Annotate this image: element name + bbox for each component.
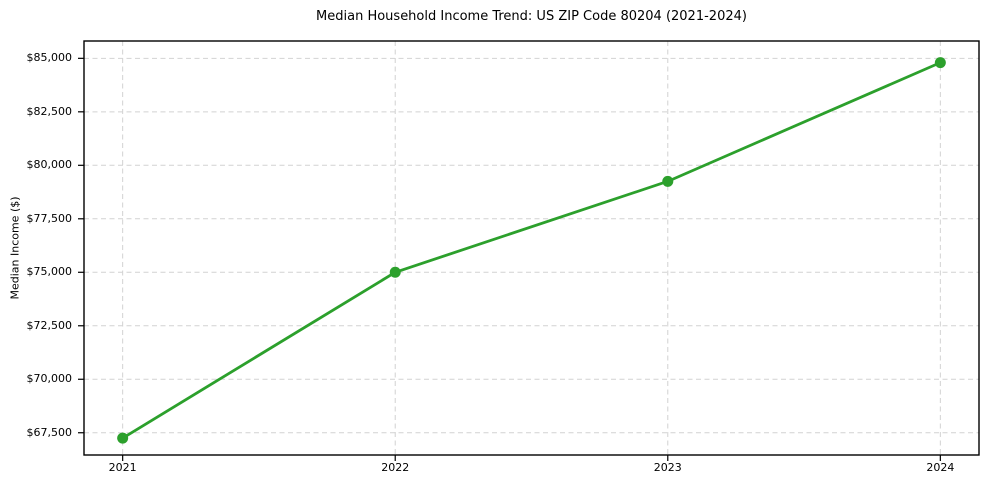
x-tick-label: 2022 — [381, 461, 410, 474]
y-tick-label: $70,000 — [26, 372, 73, 386]
y-tick-label: $67,500 — [26, 425, 73, 439]
y-tick-label: $77,500 — [26, 211, 73, 225]
y-tick-label: $80,000 — [26, 158, 73, 172]
x-tick-label: 2024 — [926, 461, 955, 474]
y-tick-label: $72,500 — [26, 318, 73, 332]
plot-border — [83, 40, 980, 456]
chart-title: Median Household Income Trend: US ZIP Co… — [316, 9, 747, 24]
x-tick-label: 2023 — [653, 461, 682, 474]
data-point-marker — [662, 175, 674, 187]
x-tick-label: 2021 — [108, 461, 137, 474]
data-point-marker — [934, 57, 946, 69]
data-point-marker — [389, 266, 401, 278]
y-tick-label: $82,500 — [26, 104, 73, 118]
y-tick-label: $85,000 — [26, 51, 73, 65]
trend-line — [121, 61, 942, 440]
data-point-marker — [117, 432, 129, 444]
y-tick-label: $75,000 — [26, 265, 73, 279]
